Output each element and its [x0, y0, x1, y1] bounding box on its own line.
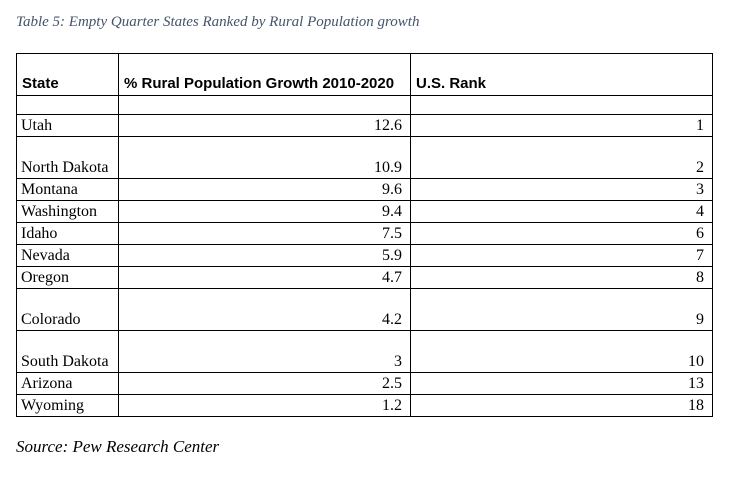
state-cell: Wyoming	[16, 394, 119, 417]
state-cell: South Dakota	[16, 330, 119, 373]
rank-cell: 3	[410, 178, 713, 201]
rank-cell: 2	[410, 136, 713, 179]
table-row: Montana 9.6 3	[16, 178, 713, 201]
growth-cell: 4.2	[118, 288, 411, 331]
state-cell: Montana	[16, 178, 119, 201]
rank-cell: 13	[410, 372, 713, 395]
rank-cell: 6	[410, 222, 713, 245]
table-row: North Dakota 10.9 2	[16, 136, 713, 179]
rank-cell: 10	[410, 330, 713, 373]
table-row: Wyoming 1.2 18	[16, 394, 713, 417]
table-row: Washington 9.4 4	[16, 200, 713, 223]
table-row: Idaho 7.5 6	[16, 222, 713, 245]
growth-cell: 4.7	[118, 266, 411, 289]
empty-cell	[118, 95, 411, 115]
growth-cell: 9.4	[118, 200, 411, 223]
rank-cell: 18	[410, 394, 713, 417]
state-cell: Idaho	[16, 222, 119, 245]
table-header-row: State % Rural Population Growth 2010-202…	[16, 53, 713, 96]
header-state: State	[16, 53, 119, 96]
state-cell: Utah	[16, 114, 119, 137]
table-row: South Dakota 3 10	[16, 330, 713, 373]
rank-cell: 7	[410, 244, 713, 267]
table-row: Utah 12.6 1	[16, 114, 713, 137]
growth-cell: 5.9	[118, 244, 411, 267]
empty-cell	[16, 95, 119, 115]
rank-cell: 4	[410, 200, 713, 223]
header-rank: U.S. Rank	[410, 53, 713, 96]
state-cell: Washington	[16, 200, 119, 223]
table-spacer-row	[16, 95, 713, 115]
growth-cell: 1.2	[118, 394, 411, 417]
state-cell: Nevada	[16, 244, 119, 267]
growth-cell: 10.9	[118, 136, 411, 179]
table-row: Oregon 4.7 8	[16, 266, 713, 289]
growth-cell: 9.6	[118, 178, 411, 201]
table-caption: Table 5: Empty Quarter States Ranked by …	[16, 14, 420, 30]
growth-cell: 3	[118, 330, 411, 373]
growth-cell: 12.6	[118, 114, 411, 137]
rank-cell: 9	[410, 288, 713, 331]
rank-cell: 8	[410, 266, 713, 289]
growth-cell: 7.5	[118, 222, 411, 245]
state-cell: North Dakota	[16, 136, 119, 179]
table-row: Nevada 5.9 7	[16, 244, 713, 267]
header-growth: % Rural Population Growth 2010-2020	[118, 53, 411, 96]
source-note: Source: Pew Research Center	[16, 437, 220, 456]
table-row: Colorado 4.2 9	[16, 288, 713, 331]
table-container: State % Rural Population Growth 2010-202…	[16, 53, 713, 417]
state-cell: Arizona	[16, 372, 119, 395]
population-growth-table: State % Rural Population Growth 2010-202…	[16, 53, 713, 417]
rank-cell: 1	[410, 114, 713, 137]
table-row: Arizona 2.5 13	[16, 372, 713, 395]
growth-cell: 2.5	[118, 372, 411, 395]
state-cell: Colorado	[16, 288, 119, 331]
state-cell: Oregon	[16, 266, 119, 289]
empty-cell	[410, 95, 713, 115]
